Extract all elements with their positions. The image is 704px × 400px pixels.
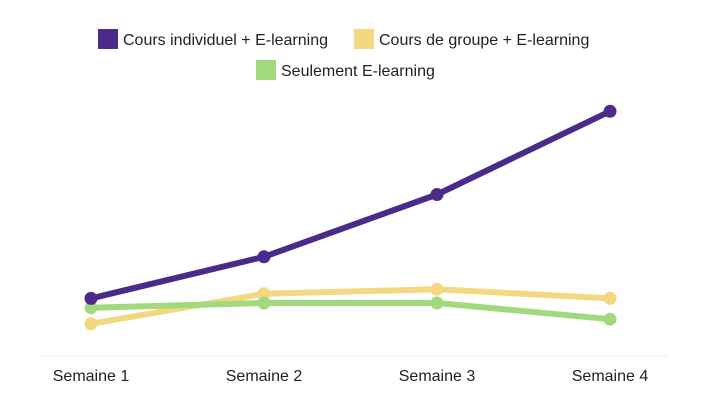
data-point[interactable] bbox=[257, 296, 271, 310]
x-tick-label: Semaine 4 bbox=[572, 368, 649, 385]
data-point[interactable] bbox=[430, 296, 444, 310]
series-line bbox=[88, 300, 613, 323]
x-tick-label: Semaine 1 bbox=[53, 368, 130, 385]
x-tick-label: Semaine 3 bbox=[399, 368, 476, 385]
series-line bbox=[88, 108, 613, 302]
data-point[interactable] bbox=[257, 250, 271, 264]
series-line bbox=[88, 286, 613, 327]
x-tick-label: Semaine 2 bbox=[226, 368, 303, 385]
legend-item[interactable]: Cours de groupe + E-learning bbox=[354, 29, 589, 49]
legend-swatch bbox=[98, 29, 118, 49]
data-point[interactable] bbox=[603, 104, 617, 118]
data-point[interactable] bbox=[84, 291, 98, 305]
series-layer bbox=[84, 104, 617, 331]
series-2 bbox=[84, 296, 617, 326]
data-point[interactable] bbox=[257, 287, 271, 301]
data-point[interactable] bbox=[603, 291, 617, 305]
data-point[interactable] bbox=[430, 282, 444, 296]
legend-label: Seulement E-learning bbox=[281, 63, 435, 80]
legend-label: Cours individuel + E-learning bbox=[123, 32, 328, 49]
data-point[interactable] bbox=[430, 188, 444, 201]
data-point[interactable] bbox=[84, 317, 98, 331]
x-axis-ticks: Semaine 1 Semaine 2 Semaine 3 Semaine 4 bbox=[53, 368, 649, 385]
legend-swatch bbox=[256, 60, 276, 80]
legend-label: Cours de groupe + E-learning bbox=[379, 32, 589, 49]
data-point[interactable] bbox=[84, 301, 98, 315]
series-1 bbox=[84, 282, 617, 331]
data-point[interactable] bbox=[603, 312, 617, 326]
legend-item[interactable]: Seulement E-learning bbox=[256, 60, 435, 80]
series-0 bbox=[84, 104, 617, 305]
legend-swatch bbox=[354, 29, 374, 49]
legend: Cours individuel + E-learning Cours de gr… bbox=[98, 29, 589, 80]
legend-item[interactable]: Cours individuel + E-learning bbox=[98, 29, 328, 49]
